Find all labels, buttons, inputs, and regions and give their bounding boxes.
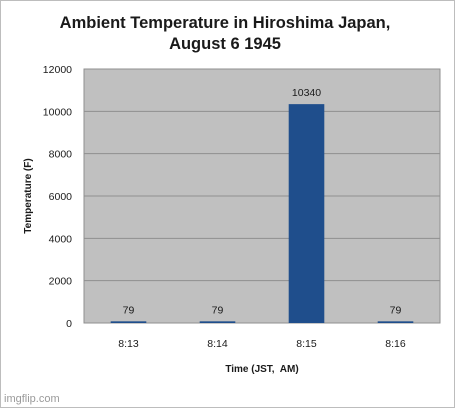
y-tick-label: 4000 [49,233,73,245]
y-tick-label: 12000 [43,64,72,76]
y-tick-label: 10000 [43,106,72,118]
y-tick-label: 8000 [49,149,73,161]
bar [199,321,236,323]
gridlines [84,110,440,282]
y-axis-label: Temperature (F) [23,158,34,233]
y-tick-label: 0 [66,318,72,330]
x-tick-label: 8:15 [296,338,317,350]
x-tick-label: 8:16 [385,338,406,350]
data-labels: 79 79 10340 79 [123,87,402,316]
watermark: imgflip.com [4,393,60,405]
y-axis-ticks: 0 2000 4000 6000 8000 10000 12000 [43,64,72,330]
bar-value-label: 79 [212,304,224,316]
chart-title-line-2: August 6 1945 [169,35,281,53]
x-tick-label: 8:14 [207,338,228,350]
bar-value-label: 10340 [292,87,321,99]
bar [110,321,147,323]
x-axis-ticks: 8:13 8:14 8:15 8:16 [118,338,406,350]
x-tick-label: 8:13 [118,338,139,350]
bars [110,104,414,324]
bar-value-label: 79 [123,304,135,316]
y-tick-label: 6000 [49,191,73,203]
bar [288,104,325,324]
x-axis-label: Time (JST, AM) [225,364,298,375]
bar-value-label: 79 [390,304,402,316]
chart-title-line-1: Ambient Temperature in Hiroshima Japan, [60,14,391,32]
bar [377,321,414,323]
y-tick-label: 2000 [49,276,73,288]
